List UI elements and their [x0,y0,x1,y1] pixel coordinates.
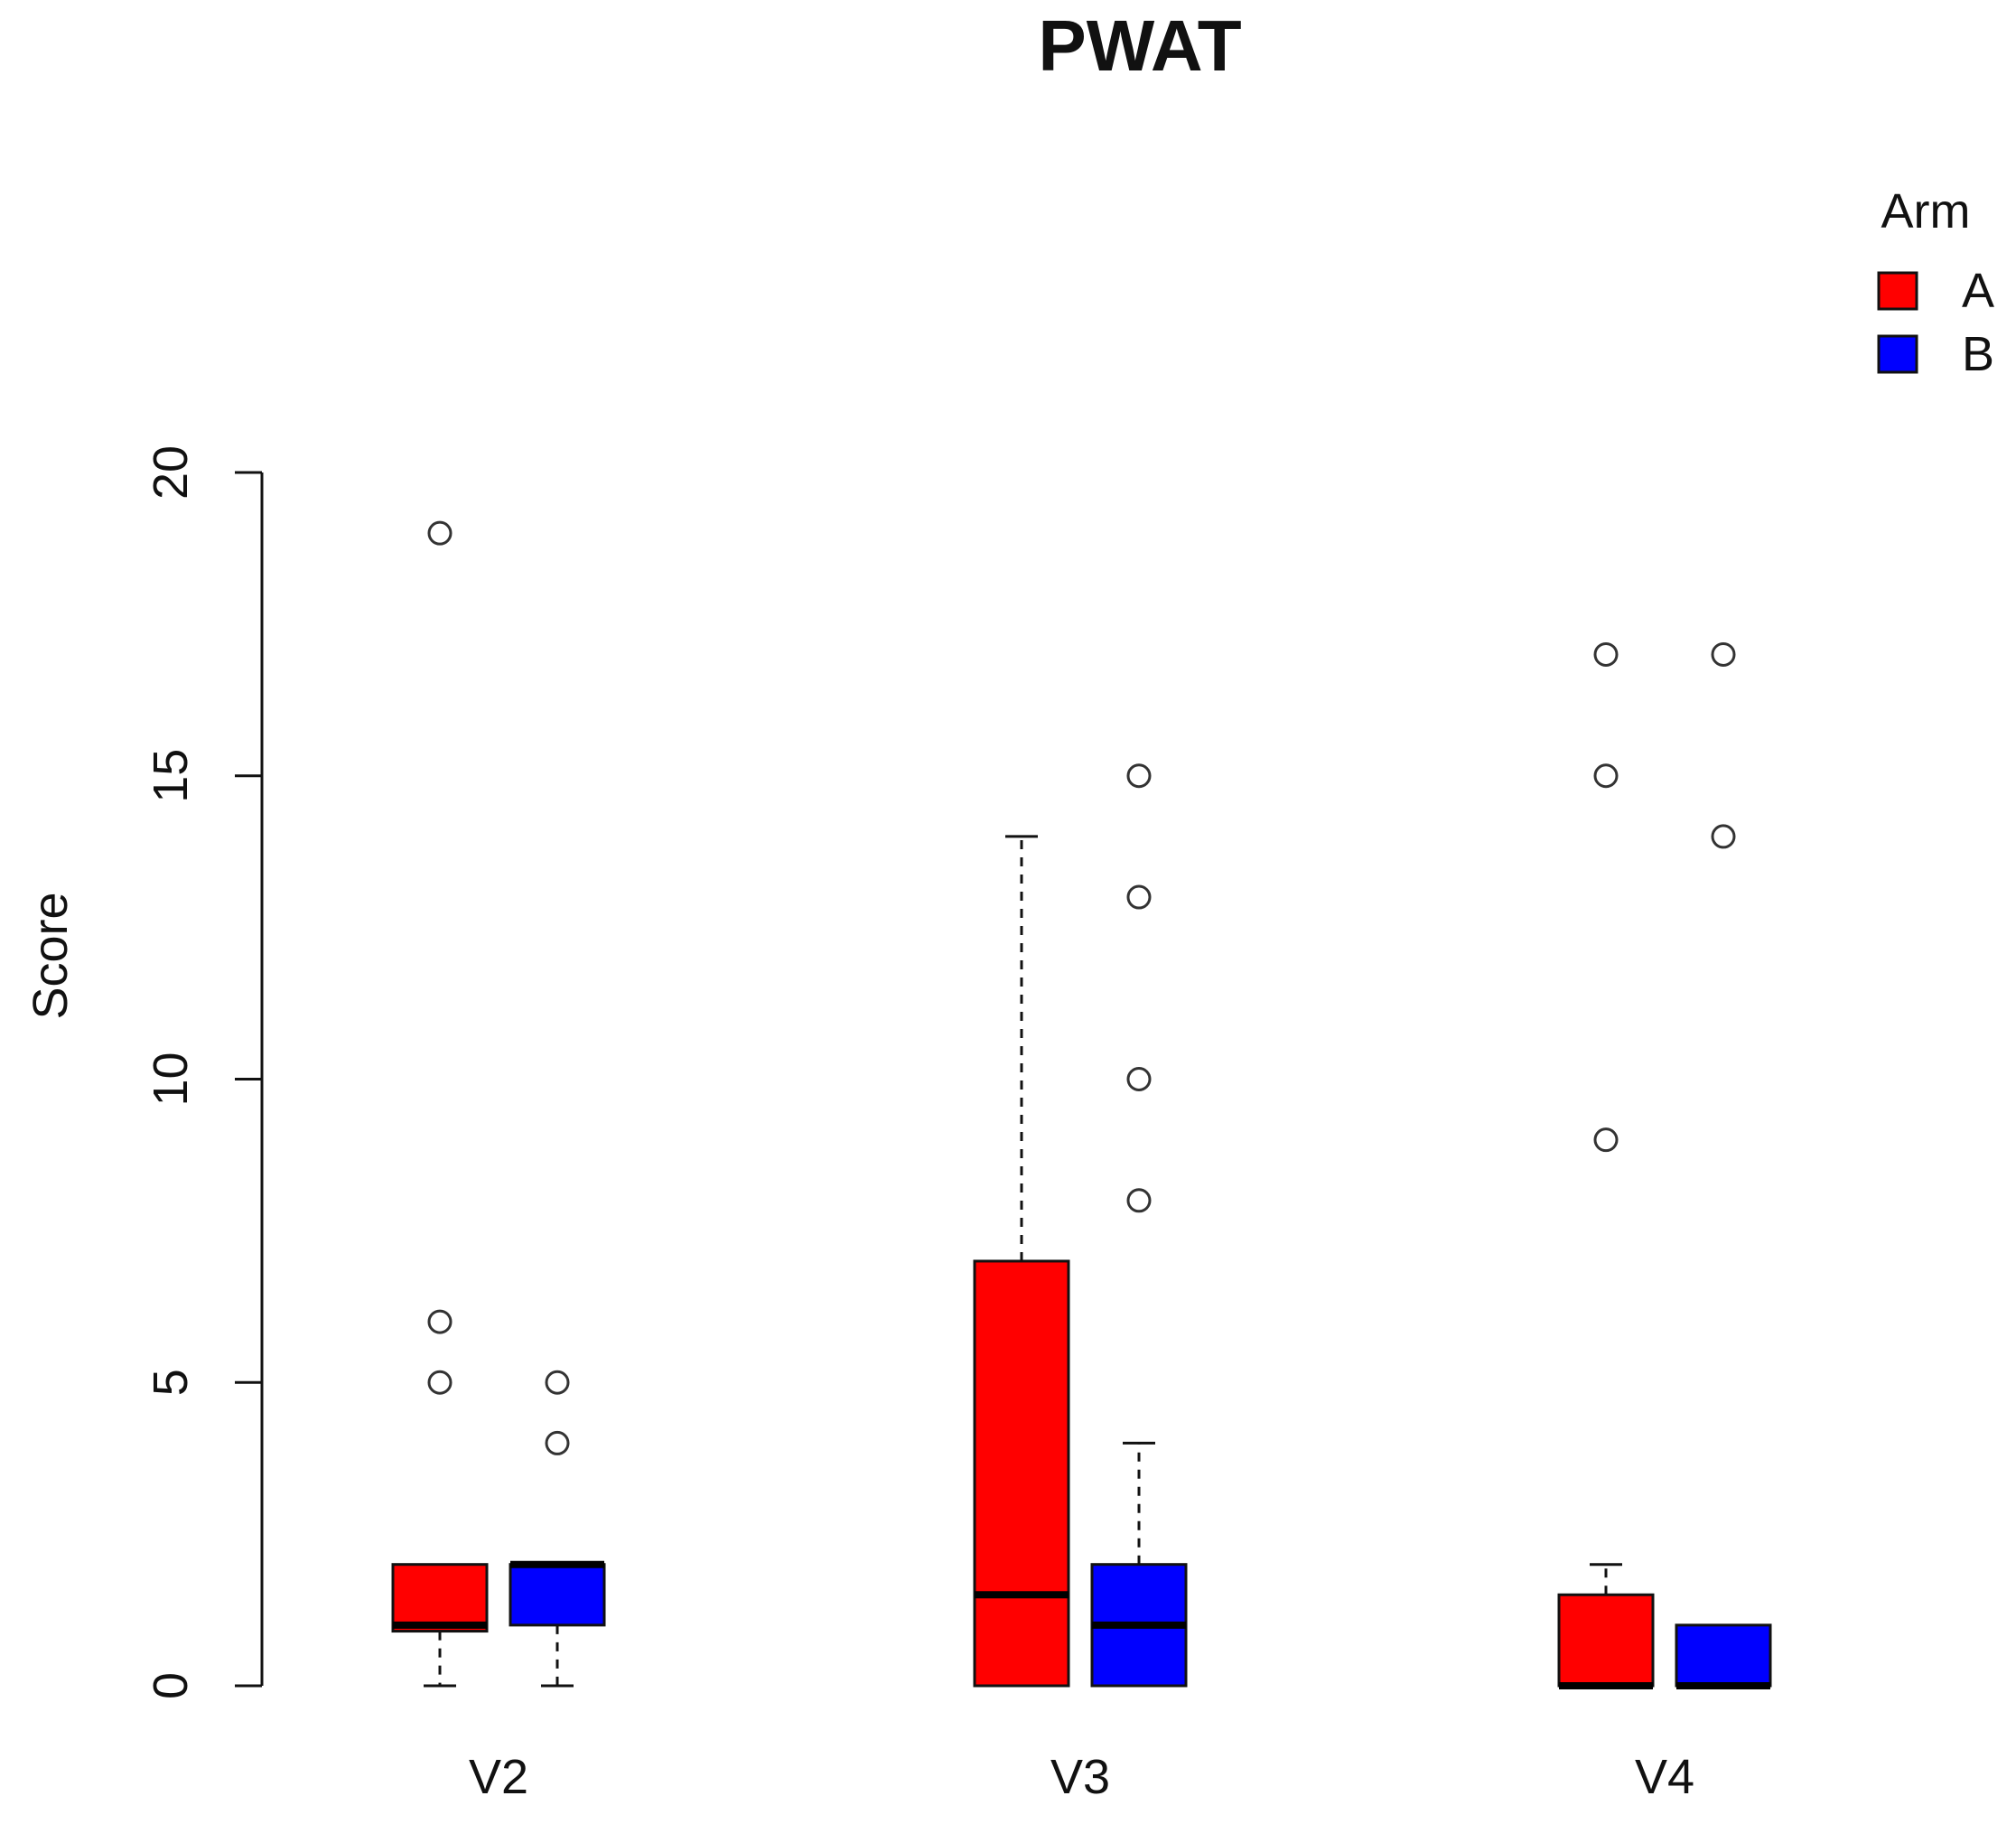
x-category-label: V4 [1635,1750,1694,1804]
box-b-v2 [509,1370,606,1688]
legend: Arm AB [1877,184,1994,381]
x-axis-labels: V2 V3 V4 [469,1750,1694,1804]
outlier-point [1126,763,1152,789]
y-axis-label: Score [23,892,78,1019]
legend-label-b: B [1962,327,1994,381]
outlier-point [427,1370,453,1395]
x-category-label: V3 [1050,1750,1110,1804]
iqr-box [973,1259,1070,1688]
outlier-point [545,1370,570,1395]
y-axis: 0 5 10 15 20 [144,445,264,1699]
y-tick-label: 15 [144,749,198,803]
iqr-box [1557,1593,1655,1688]
iqr-box [509,1563,606,1627]
plot-area [391,520,1772,1689]
box-a-v4 [1557,641,1655,1689]
legend-label-a: A [1962,264,1994,318]
legend-title: Arm [1881,184,1971,239]
series-a [391,520,1655,1689]
outlier-point [1593,763,1619,789]
y-tick-label: 20 [144,445,198,500]
outlier-point [1126,1188,1152,1213]
outlier-point [427,520,453,546]
outlier-point [1711,641,1736,667]
x-category-label: V2 [469,1750,528,1804]
outlier-point [1711,824,1736,849]
box-a-v2 [391,520,489,1688]
outlier-point [1593,641,1619,667]
outlier-point [1126,1067,1152,1091]
iqr-box [1675,1623,1772,1688]
outlier-point [427,1309,453,1334]
y-tick-label: 10 [144,1052,198,1106]
series-b [509,641,1772,1689]
outlier-point [1126,884,1152,910]
box-b-v3 [1090,763,1188,1688]
box-b-v4 [1675,641,1772,1689]
box-a-v3 [973,835,1070,1688]
iqr-box [391,1563,489,1633]
legend-swatch-a [1877,271,1918,311]
outlier-point [1593,1127,1619,1153]
chart-title: PWAT [1038,5,1241,86]
outlier-point [545,1430,570,1455]
legend-swatch-b [1877,334,1918,374]
y-tick-label: 5 [144,1369,198,1396]
y-tick-label: 0 [144,1672,198,1699]
